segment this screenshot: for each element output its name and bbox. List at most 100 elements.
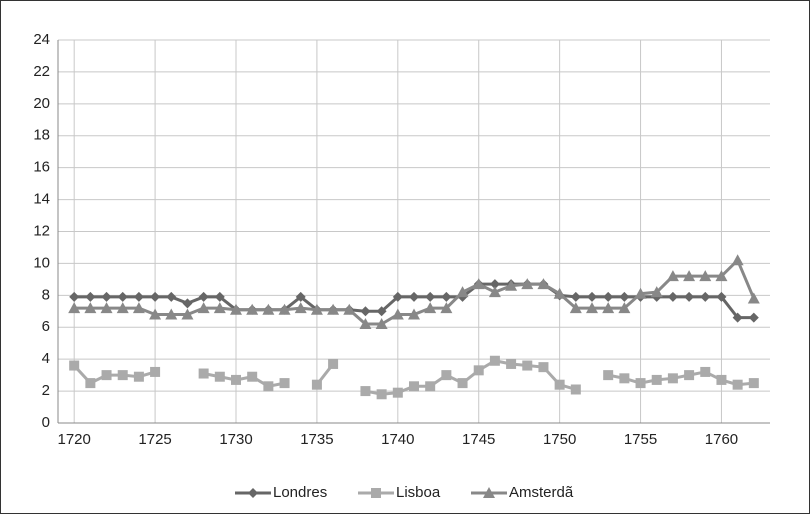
marker <box>521 278 534 290</box>
marker <box>116 302 129 314</box>
y-tick-label: 18 <box>33 127 50 144</box>
marker <box>376 306 387 317</box>
marker <box>165 308 178 320</box>
marker <box>699 270 712 282</box>
marker <box>328 358 339 369</box>
marker <box>732 312 743 323</box>
marker <box>117 370 128 381</box>
marker <box>440 302 453 314</box>
marker <box>262 303 275 315</box>
marker <box>473 365 484 376</box>
marker <box>409 291 419 302</box>
y-tick-label: 10 <box>33 254 50 271</box>
marker <box>603 370 614 381</box>
marker <box>619 291 630 302</box>
marker <box>667 373 678 384</box>
marker <box>424 302 437 314</box>
marker <box>248 488 258 498</box>
marker <box>84 302 97 314</box>
legend-label: Londres <box>273 484 327 501</box>
y-tick-label: 12 <box>33 222 50 239</box>
marker <box>602 302 615 314</box>
marker <box>569 302 582 314</box>
y-tick-label: 0 <box>42 414 50 431</box>
marker <box>392 291 403 302</box>
marker <box>700 366 711 377</box>
marker <box>715 270 728 282</box>
marker <box>651 374 662 385</box>
marker <box>392 387 403 398</box>
marker <box>360 386 371 397</box>
marker <box>667 291 678 302</box>
y-tick-label: 14 <box>33 191 50 208</box>
marker <box>553 287 566 299</box>
x-tick-label: 1735 <box>300 431 333 448</box>
marker <box>360 306 371 317</box>
marker <box>586 302 598 314</box>
marker <box>294 302 307 314</box>
y-tick-label: 22 <box>33 63 50 80</box>
marker <box>343 303 356 315</box>
y-tick-label: 16 <box>33 159 50 176</box>
marker <box>213 302 226 314</box>
marker <box>522 360 533 371</box>
marker <box>132 302 145 314</box>
series-line <box>73 359 754 396</box>
marker <box>198 368 209 379</box>
marker <box>230 303 242 315</box>
marker <box>650 286 663 298</box>
marker <box>279 378 290 389</box>
marker <box>246 303 259 315</box>
marker <box>456 286 469 298</box>
marker <box>619 373 630 384</box>
legend-label: Lisboa <box>396 484 441 501</box>
x-tick-label: 1750 <box>543 431 576 448</box>
marker <box>375 318 388 330</box>
marker <box>69 291 80 302</box>
marker <box>149 308 162 320</box>
x-tick-label: 1760 <box>705 431 738 448</box>
marker <box>182 298 193 309</box>
marker <box>457 378 468 389</box>
marker <box>100 302 113 314</box>
marker <box>247 371 258 382</box>
marker <box>85 378 96 389</box>
marker <box>166 291 177 302</box>
marker <box>311 379 322 390</box>
marker <box>554 379 565 390</box>
marker <box>716 291 727 302</box>
marker <box>489 355 500 366</box>
marker <box>408 308 420 320</box>
marker <box>716 374 727 385</box>
marker <box>489 279 500 290</box>
marker <box>133 371 144 382</box>
marker <box>748 378 759 389</box>
marker <box>214 371 225 382</box>
marker <box>634 287 647 299</box>
marker <box>603 291 614 302</box>
marker <box>391 308 404 320</box>
x-tick-label: 1745 <box>462 431 495 448</box>
marker <box>263 381 274 392</box>
marker <box>488 286 501 298</box>
marker <box>198 291 209 302</box>
marker <box>376 389 387 400</box>
y-tick-label: 20 <box>33 95 50 112</box>
y-tick-label: 2 <box>42 382 50 399</box>
marker <box>150 291 161 302</box>
x-tick-label: 1755 <box>624 431 657 448</box>
marker <box>747 292 760 304</box>
marker <box>472 278 485 290</box>
marker <box>538 362 549 373</box>
x-tick-label: 1720 <box>57 431 90 448</box>
y-tick-label: 6 <box>42 318 50 335</box>
x-tick-label: 1725 <box>138 431 171 448</box>
marker <box>327 303 340 315</box>
marker <box>684 370 695 381</box>
legend-label: Amsterdã <box>509 484 574 501</box>
x-tick-label: 1740 <box>381 431 414 448</box>
marker <box>197 302 210 314</box>
marker <box>732 379 743 390</box>
